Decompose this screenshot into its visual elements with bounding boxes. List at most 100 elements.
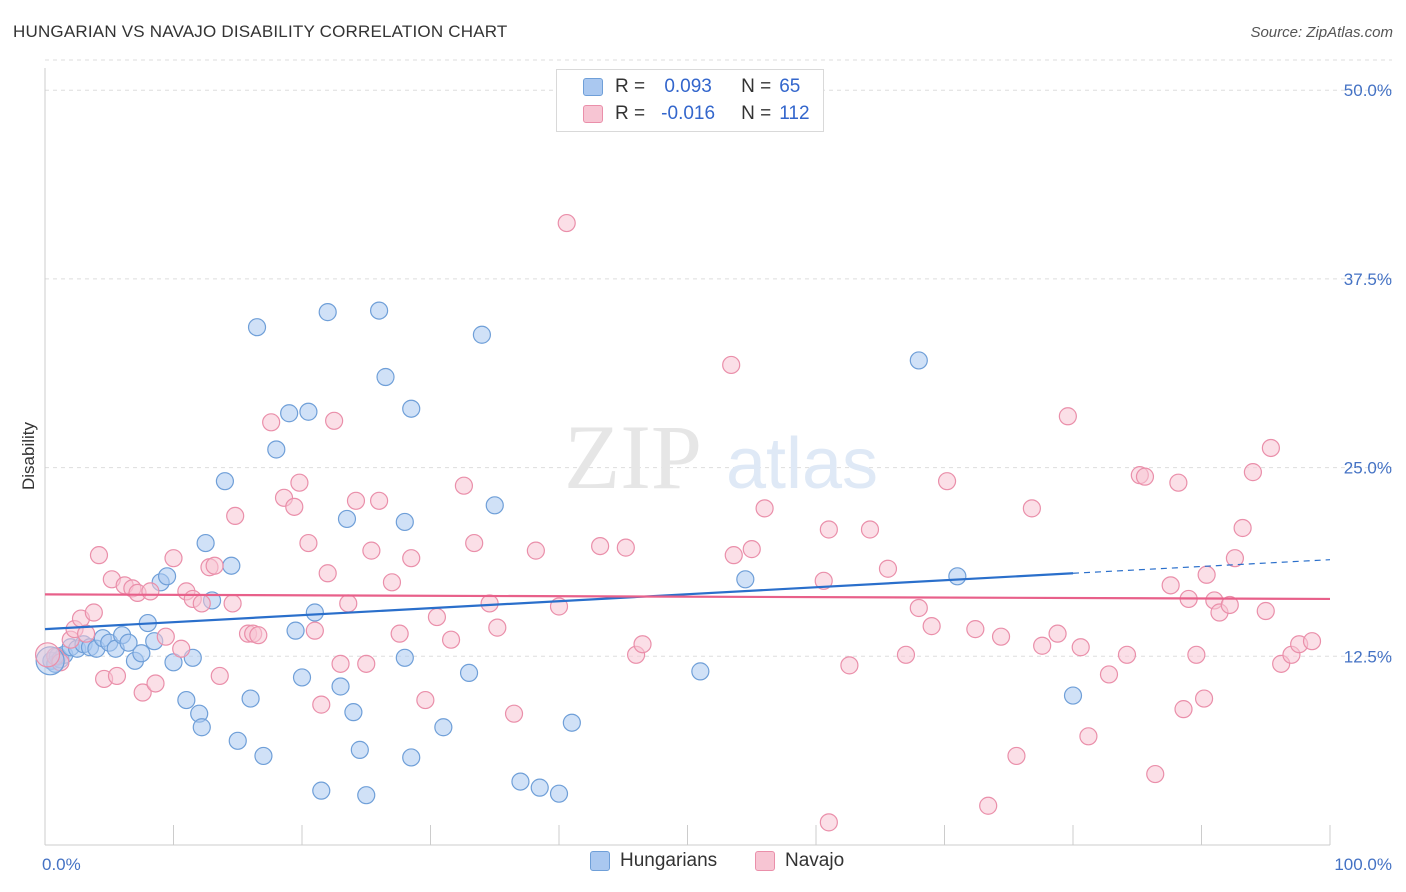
data-point [1117, 645, 1137, 664]
y-axis-label: Disability [19, 421, 38, 490]
data-point [249, 626, 268, 645]
data-point [337, 509, 357, 529]
data-point [210, 666, 229, 686]
data-point [530, 778, 549, 797]
data-point [472, 325, 491, 344]
data-point [132, 644, 151, 663]
data-point [416, 690, 435, 710]
data-point [1135, 467, 1155, 486]
data-point [350, 740, 369, 759]
data-point [878, 559, 898, 578]
data-point [485, 496, 504, 515]
data-point [427, 607, 447, 627]
data-point [325, 411, 344, 430]
data-point [966, 620, 985, 639]
data-point [549, 784, 569, 803]
trend-lines [44, 559, 1331, 631]
data-point [1187, 645, 1206, 664]
data-point [192, 718, 211, 737]
data-point [395, 648, 414, 667]
data-point [526, 541, 545, 560]
data-point [133, 683, 152, 702]
series-legend: Hungarians Navajo [0, 850, 1406, 878]
watermark-atlas: atlas [726, 424, 878, 504]
data-point [141, 582, 160, 601]
data-point [504, 704, 524, 723]
data-point [1261, 438, 1280, 458]
data-point [254, 746, 273, 766]
x-tick-label: 100.0% [1334, 855, 1392, 874]
data-point [223, 594, 242, 613]
y-tick-label: 50.0% [1344, 81, 1392, 100]
data-point [1194, 689, 1214, 708]
data-point [1058, 407, 1077, 426]
data-point [164, 653, 183, 672]
data-point [616, 538, 635, 557]
legend-swatch-hungarians [590, 851, 610, 871]
data-point [34, 642, 61, 668]
data-point [312, 695, 331, 714]
data-point [146, 674, 165, 693]
data-point [557, 213, 576, 233]
data-point [441, 630, 461, 649]
legend-item-hungarians: Hungarians [590, 850, 717, 872]
legend-r-value: -0.016 [661, 103, 716, 124]
legend-r-label: R = [615, 76, 646, 97]
data-point [286, 621, 305, 640]
legend-r-label: R = [615, 103, 646, 124]
series-hungarians [42, 301, 1083, 805]
y-tick-label: 12.5% [1344, 647, 1392, 666]
data-point [370, 491, 389, 510]
data-point [119, 633, 138, 652]
data-point [285, 497, 304, 516]
trend-line-hungarians-extension [1072, 559, 1331, 574]
data-point [370, 301, 389, 320]
data-point [1225, 549, 1245, 568]
legend-swatch-navajo [755, 851, 775, 871]
data-point [312, 781, 331, 800]
data-point [691, 662, 710, 681]
data-point [228, 731, 247, 750]
data-point [979, 796, 998, 815]
data-point [89, 546, 109, 565]
data-point [382, 573, 402, 592]
data-point [215, 472, 234, 491]
data-point [1220, 595, 1239, 615]
data-point [1007, 746, 1026, 766]
legend-row-hungarians: R = 0.093 N = 65 [557, 74, 800, 100]
data-point [840, 656, 859, 675]
data-point [1256, 601, 1275, 621]
data-point [819, 813, 838, 832]
data-point [755, 499, 774, 518]
data-point [344, 703, 363, 722]
y-tick-label: 37.5% [1344, 270, 1392, 289]
legend-n-label: N = [741, 103, 772, 124]
data-point [480, 594, 499, 613]
data-point [157, 567, 177, 586]
data-point [1161, 576, 1180, 595]
data-point [172, 639, 191, 658]
data-point [318, 564, 337, 583]
data-point [459, 663, 479, 683]
data-point [305, 603, 324, 622]
data-point [395, 512, 414, 532]
data-point [633, 635, 652, 654]
gridlines [45, 59, 1392, 657]
data-point [591, 536, 610, 556]
data-point [909, 351, 928, 370]
legend-swatch-hungarians [583, 78, 603, 96]
data-point [77, 624, 96, 643]
data-point [357, 654, 376, 673]
series-navajo [46, 213, 1322, 832]
data-point [318, 303, 337, 322]
data-point [290, 473, 309, 492]
data-point [1174, 700, 1193, 719]
data-point [1302, 632, 1322, 651]
data-point [1233, 518, 1252, 538]
data-point [362, 541, 381, 560]
data-point [991, 627, 1011, 646]
trend-line-navajo [44, 593, 1331, 601]
data-point [948, 567, 967, 586]
trend-line-hungarians [44, 572, 1074, 631]
